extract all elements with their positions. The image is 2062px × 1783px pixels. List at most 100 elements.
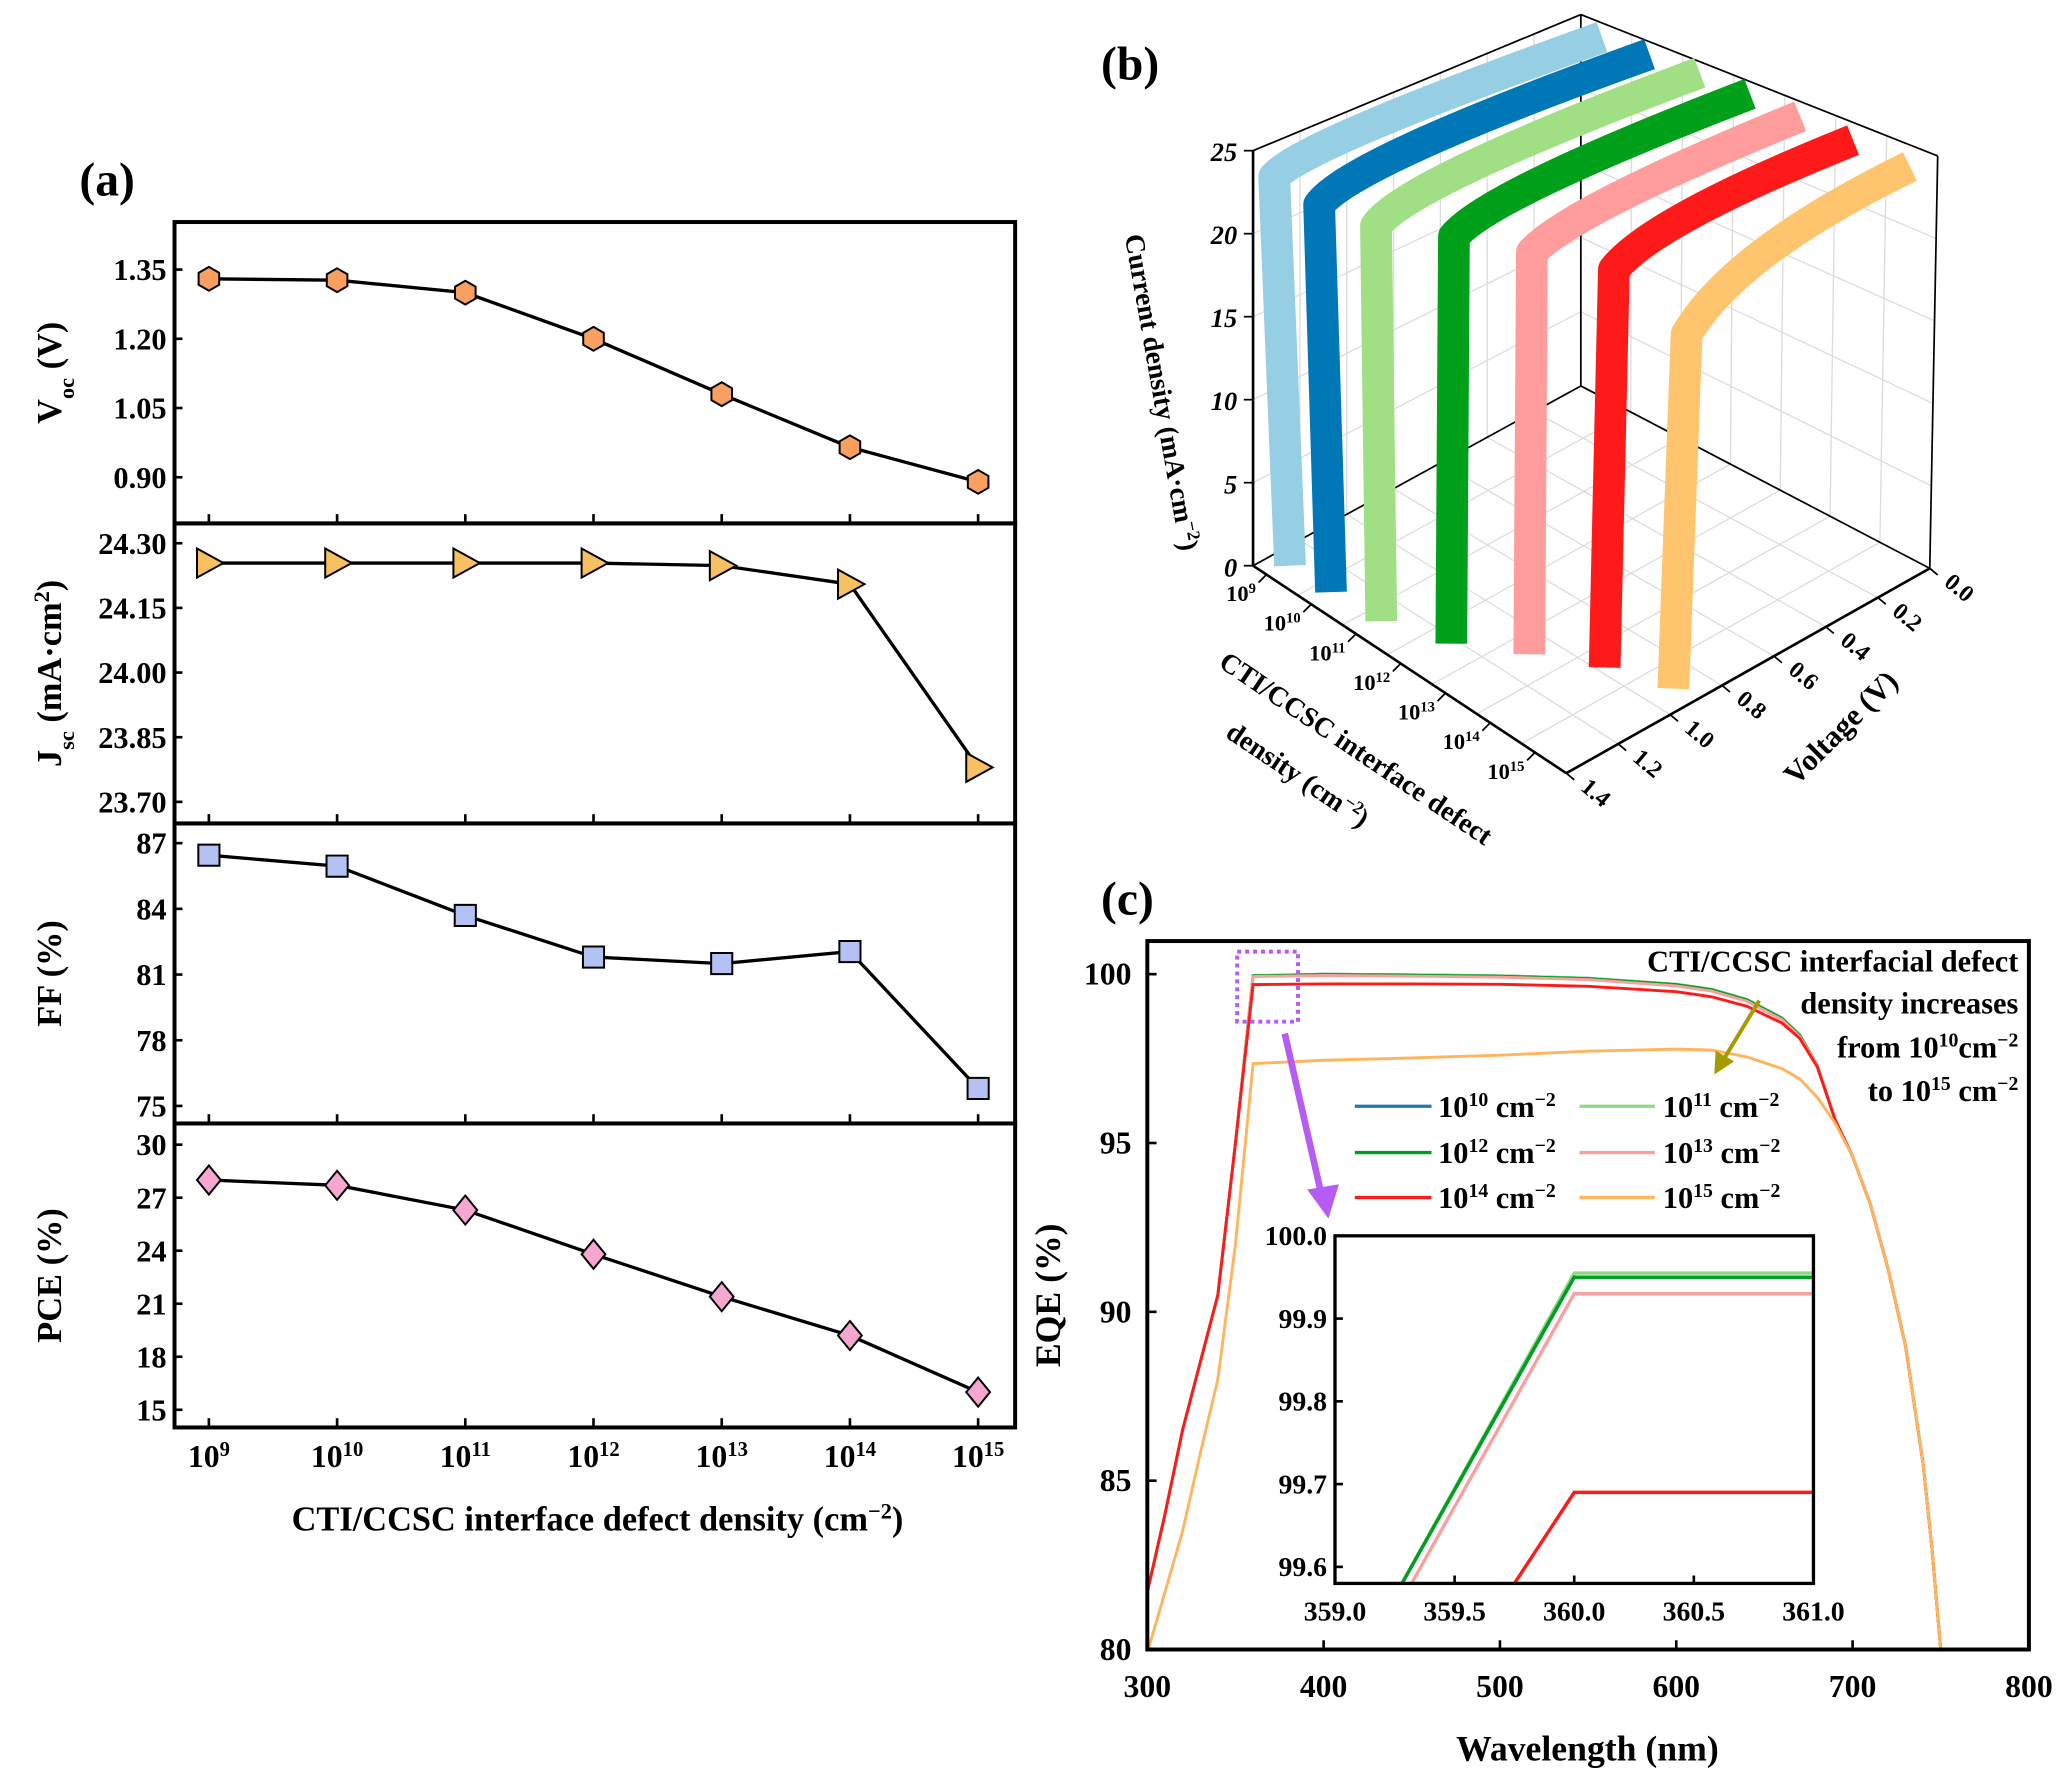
panel-c-chart: 300 400 500 600 700 800 80 85 90 95 100 EQE (%) Wave…	[1028, 939, 2053, 1769]
series-line	[208, 277, 979, 484]
x-tick-label: 400	[1300, 1669, 1348, 1704]
series-line	[208, 561, 980, 769]
superscript: 12	[599, 1439, 620, 1461]
text-span: 10	[1438, 1090, 1468, 1124]
voltage-tick	[1773, 655, 1783, 664]
inset-x-tick-label: 361.0	[1782, 1596, 1844, 1627]
superscript: 13	[1693, 1135, 1713, 1157]
density-tick	[1436, 692, 1447, 702]
y-tick-label: 24.30	[98, 527, 166, 561]
gridline	[1521, 541, 1881, 745]
gridline	[1346, 513, 1671, 716]
legend-item: 1015 cm−2	[1579, 1180, 1781, 1215]
text-span: to 10	[1868, 1074, 1931, 1108]
density-tick	[1392, 662, 1402, 673]
text-span: 10	[1663, 1090, 1693, 1124]
text-span: 10	[1438, 1181, 1468, 1215]
y-tick-label: 1.05	[113, 392, 166, 426]
y-tick-label: 80	[1100, 1632, 1132, 1667]
voltage-tick	[1669, 714, 1679, 722]
y-axis-label: FF (%)	[31, 920, 69, 1027]
text-span: cm	[1958, 1030, 1997, 1064]
data-point-triangle-right	[837, 567, 867, 601]
axes-frame	[172, 1121, 1018, 1430]
text-span: cm	[1488, 1181, 1534, 1215]
voltage-tick-label: 0.0	[1939, 569, 1978, 608]
inset-x-tick-label: 359.5	[1423, 1596, 1485, 1627]
data-point-triangle-right	[708, 549, 739, 582]
y-tick-label: 85	[1100, 1463, 1132, 1498]
subplot-jsc: 23.70 23.85 24.00 24.15 24.30 Jsc (mA·cm2)	[28, 521, 1018, 826]
legend-label: 1015 cm−2	[1663, 1180, 1781, 1215]
z-tick-label: 20	[1210, 220, 1237, 250]
x-tick-label: 600	[1652, 1669, 1700, 1704]
voltage-tick-label: 1.0	[1680, 715, 1719, 754]
data-point-square	[453, 903, 477, 927]
jv-ribbon-1e15	[1657, 152, 1917, 690]
legend-label: 1013 cm−2	[1663, 1135, 1781, 1170]
data-point-diamond	[708, 1280, 735, 1313]
box-edge	[1580, 385, 1931, 570]
text-span: )	[892, 1501, 903, 1539]
annotation-text: CTI/CCSC interfacial defect	[1647, 944, 2018, 978]
text-span: (V)	[31, 322, 69, 378]
x-tick-label: 1010	[311, 1439, 363, 1474]
y-tick-label: 87	[136, 827, 166, 861]
z-axis-label: Current density (mA·cm−2)	[1118, 231, 1206, 553]
gridline	[1829, 115, 1837, 517]
x-tick-label: 700	[1829, 1669, 1877, 1704]
data-point-diamond	[452, 1193, 479, 1227]
text-span: 10	[952, 1439, 984, 1474]
legend-item: 1012 cm−2	[1354, 1135, 1556, 1170]
y-tick-label: 84	[136, 892, 166, 926]
superscript: −2	[1997, 1073, 2018, 1095]
superscript: −2	[1997, 1029, 2018, 1051]
text-span: 10	[1443, 729, 1465, 754]
text-span: Current density (mA·cm	[1118, 232, 1199, 525]
data-point-diamond	[580, 1238, 607, 1271]
inset-line-3	[1410, 1292, 1814, 1584]
superscript: 15	[984, 1439, 1005, 1461]
voltage-tick	[1565, 772, 1575, 781]
density-tick-label: 1011	[1309, 640, 1345, 665]
data-point-hexagon	[325, 267, 349, 294]
y-tick-label: 75	[136, 1090, 166, 1124]
x-tick-label: 109	[188, 1439, 230, 1474]
gridline	[1580, 311, 1932, 487]
y-tick-label: 1.35	[113, 253, 166, 287]
text-span: 10	[1226, 581, 1248, 606]
voltage-tick	[1617, 743, 1627, 752]
jv-ribbon-1e13	[1513, 101, 1807, 655]
y-tick-label: 24.00	[98, 656, 166, 690]
jv-ribbon-1e10	[1303, 39, 1655, 593]
y-tick-label: 15	[136, 1393, 166, 1427]
z-tick-label: 0	[1224, 552, 1237, 582]
z-tick-label: 10	[1211, 386, 1237, 416]
annotation-text: to 1015 cm−2	[1868, 1073, 2019, 1108]
gridline	[1533, 411, 1879, 599]
panel-a-label: (a)	[79, 155, 134, 207]
text-span: from 10	[1837, 1030, 1939, 1064]
density-axis	[1252, 564, 1568, 775]
gridline	[1476, 515, 1831, 715]
annotation-text: density increases	[1800, 987, 2018, 1021]
eqe-line-5	[1147, 1047, 1943, 1650]
superscript: 2	[28, 591, 53, 602]
density-tick-label: 1010	[1264, 611, 1301, 636]
series-line	[208, 1178, 979, 1394]
x-axis-label: CTI/CCSC interface defect density (cm−2)	[292, 1498, 904, 1539]
text-span: 10	[188, 1439, 220, 1474]
inset-line-4	[1512, 1490, 1814, 1584]
inset-y-tick-label: 100.0	[1265, 1221, 1327, 1252]
z-tick-label: 5	[1224, 469, 1237, 499]
box-edge	[1252, 13, 1582, 152]
inset-x-tick-label: 360.0	[1543, 1596, 1605, 1627]
inset-line-2	[1400, 1275, 1814, 1584]
text-span: PCE (%)	[31, 1208, 69, 1343]
y-axis-label: Voc (V)	[31, 322, 79, 424]
legend-label: 1010 cm−2	[1438, 1089, 1556, 1124]
text-span: 10	[1663, 1136, 1693, 1170]
text-span: cm	[1488, 1090, 1534, 1124]
eqe-series-group	[1147, 972, 1943, 1650]
